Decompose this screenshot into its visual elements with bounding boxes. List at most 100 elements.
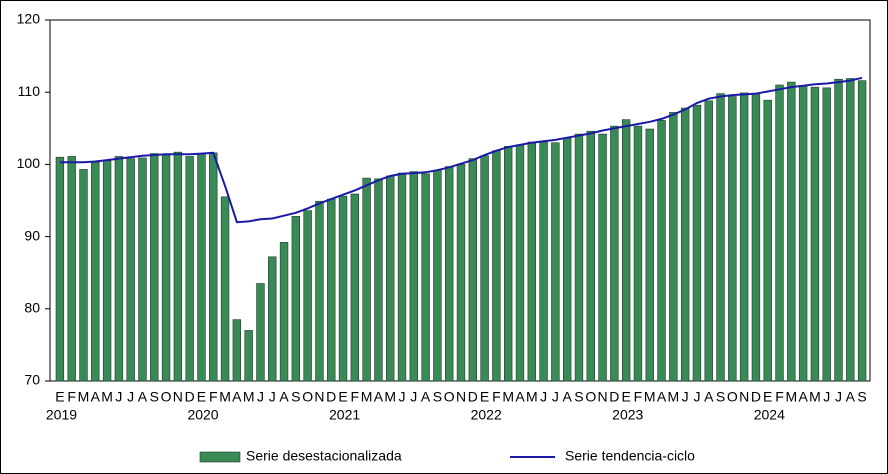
x-tick-label: J — [682, 389, 689, 405]
x-tick-label: E — [621, 389, 630, 405]
y-tick-label: 70 — [24, 372, 40, 388]
bar — [291, 216, 301, 382]
x-tick-label: S — [716, 389, 725, 405]
x-tick-label: S — [150, 389, 159, 405]
bar — [197, 153, 206, 382]
bar — [256, 283, 265, 382]
x-tick-label: F — [634, 389, 643, 405]
bar — [150, 153, 159, 382]
x-tick-label: E — [763, 389, 772, 405]
x-tick-label: J — [540, 389, 547, 405]
bar — [126, 158, 135, 382]
bar — [669, 112, 678, 382]
bar — [633, 125, 643, 382]
bar — [798, 85, 808, 382]
bar — [492, 150, 501, 382]
x-tick-label: M — [384, 389, 396, 405]
x-tick-label: J — [115, 389, 122, 405]
bar — [645, 128, 654, 382]
bar — [857, 80, 867, 382]
bar — [315, 200, 324, 382]
x-tick-label: F — [492, 389, 501, 405]
x-tick-label: J — [552, 389, 559, 405]
bar — [303, 210, 312, 382]
bar — [621, 119, 631, 382]
x-tick-label: M — [219, 389, 231, 405]
x-tick-label: S — [574, 389, 583, 405]
x-tick-label: J — [823, 389, 830, 405]
bar — [810, 86, 820, 382]
x-tick-label: J — [399, 389, 406, 405]
x-tick-label: O — [161, 389, 172, 405]
x-tick-label: D — [609, 389, 619, 405]
bar — [209, 152, 218, 382]
x-tick-label: A — [704, 389, 714, 405]
x-tick-label: J — [835, 389, 842, 405]
bar — [775, 84, 784, 382]
bar — [480, 155, 489, 382]
x-tick-label: E — [197, 389, 206, 405]
x-tick-label: E — [480, 389, 489, 405]
x-tick-label: F — [775, 389, 784, 405]
x-tick-label: O — [727, 389, 738, 405]
x-tick-label: M — [809, 389, 821, 405]
bar — [327, 198, 336, 382]
bar — [350, 193, 360, 382]
bar — [704, 100, 713, 382]
x-tick-label: A — [846, 389, 856, 405]
legend-swatch — [199, 451, 241, 463]
bar — [515, 144, 525, 382]
x-tick-label: J — [269, 389, 276, 405]
x-tick-label: A — [563, 389, 573, 405]
x-tick-label: A — [798, 389, 808, 405]
bar — [562, 138, 572, 382]
x-tick-label: F — [209, 389, 218, 405]
bar — [456, 164, 466, 382]
bar — [433, 169, 442, 382]
bar — [846, 78, 855, 382]
x-tick-label: O — [585, 389, 596, 405]
bar — [539, 141, 548, 382]
bar — [397, 172, 407, 382]
x-year-label: 2021 — [329, 407, 360, 423]
bar — [91, 161, 100, 382]
x-tick-label: M — [101, 389, 113, 405]
x-tick-label: J — [257, 389, 264, 405]
bar — [409, 171, 419, 382]
x-tick-label: M — [243, 389, 255, 405]
x-tick-label: A — [91, 389, 101, 405]
x-tick-label: N — [739, 389, 749, 405]
x-tick-label: N — [598, 389, 608, 405]
x-tick-label: D — [185, 389, 195, 405]
bar — [739, 92, 749, 382]
x-tick-label: E — [55, 389, 64, 405]
x-tick-label: S — [433, 389, 442, 405]
x-tick-label: D — [326, 389, 336, 405]
bar — [374, 178, 383, 382]
bar — [421, 173, 430, 382]
bar — [503, 146, 513, 382]
x-tick-label: A — [657, 389, 667, 405]
bar — [586, 130, 595, 382]
x-tick-label: A — [421, 389, 431, 405]
bar — [79, 169, 88, 382]
x-tick-label: F — [351, 389, 360, 405]
bar — [692, 104, 702, 382]
x-tick-label: J — [410, 389, 417, 405]
bar — [55, 156, 65, 382]
bar — [114, 156, 124, 382]
bar — [67, 156, 76, 382]
x-tick-label: J — [693, 389, 700, 405]
bar — [728, 96, 737, 382]
bar — [279, 242, 289, 382]
bar — [610, 125, 619, 382]
x-tick-label: A — [232, 389, 242, 405]
bar — [527, 141, 536, 382]
x-year-label: 2019 — [46, 407, 77, 423]
bar — [834, 78, 843, 382]
bar — [102, 160, 112, 382]
bar — [657, 120, 666, 382]
x-tick-label: N — [314, 389, 324, 405]
